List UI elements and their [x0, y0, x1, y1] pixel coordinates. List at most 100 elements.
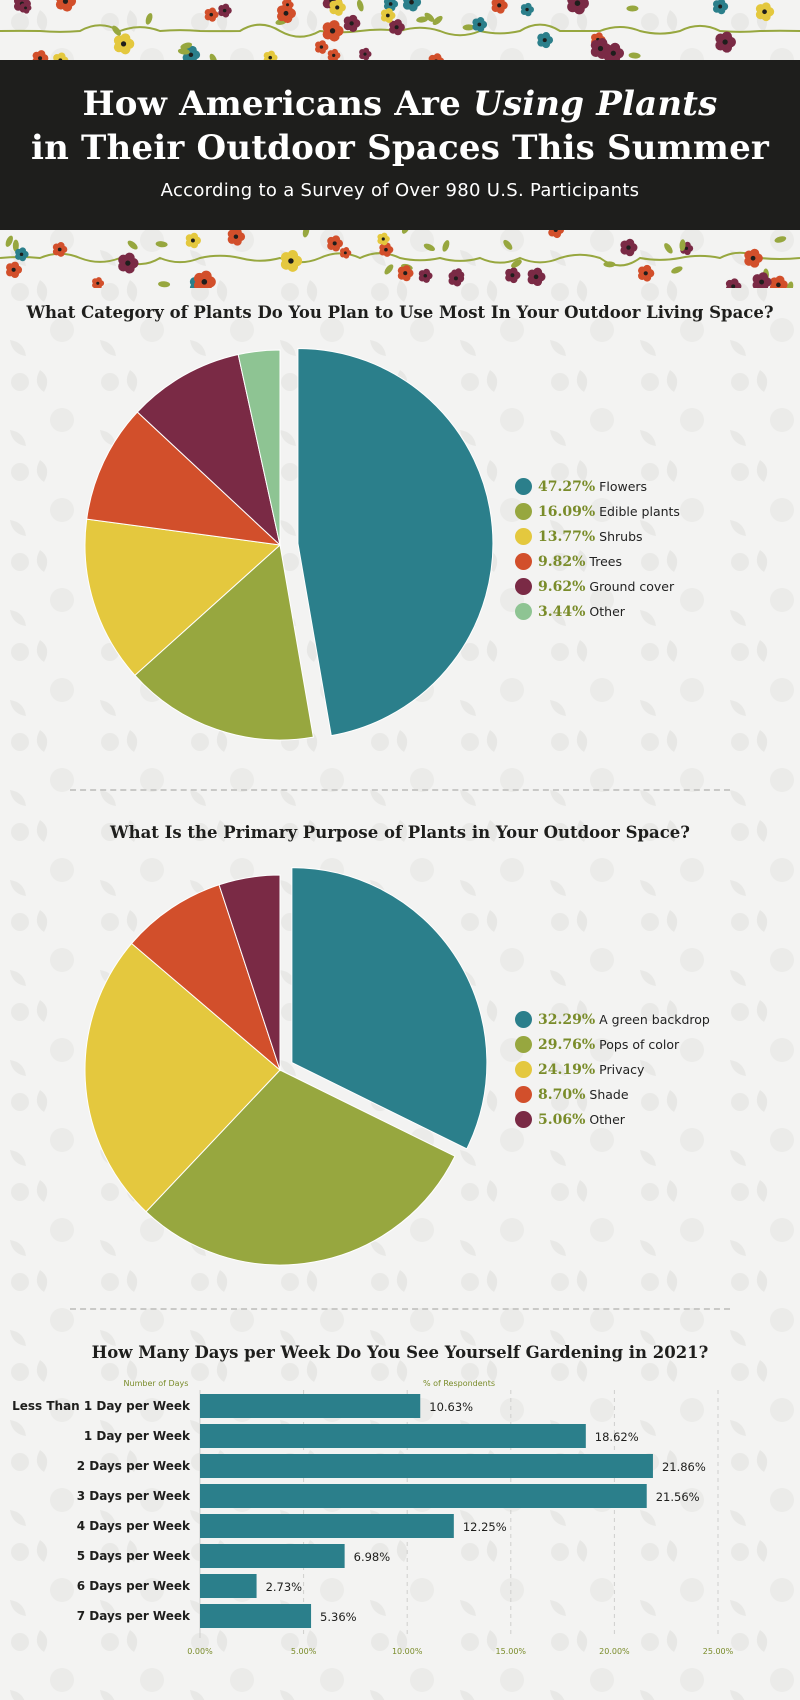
legend-item-shade: 8.70% Shade [515, 1082, 710, 1107]
legend-swatch [515, 1036, 532, 1053]
legend-item-other: 5.06% Other [515, 1107, 710, 1132]
bar [200, 1604, 312, 1628]
section-divider-2 [70, 1308, 730, 1310]
legend-item-pops-of-color: 29.76% Pops of color [515, 1032, 710, 1057]
legend-swatch [515, 503, 532, 520]
legend-label: Shade [589, 1087, 629, 1102]
pie-slice-a-green-backdrop [291, 867, 488, 1150]
pie-slice-shrubs [84, 518, 282, 677]
legend-item-ground-cover: 9.62% Ground cover [515, 574, 680, 599]
bar-x-axis-label: % of Respondents [423, 1379, 495, 1388]
legend-percent: 29.76% [538, 1036, 596, 1053]
legend-label: Other [589, 604, 625, 619]
legend-label: Flowers [599, 479, 648, 494]
pie-slice-pops-of-color [145, 1069, 456, 1266]
legend-swatch [515, 603, 532, 620]
legend-label: Edible plants [599, 504, 680, 519]
bar-category-label: 3 Days per Week [77, 1489, 191, 1503]
header-banner: How Americans Are Using Plants in Their … [0, 60, 800, 230]
pie-slice-other [218, 874, 281, 1071]
legend-item-edible-plants: 16.09% Edible plants [515, 499, 680, 524]
bar [200, 1574, 257, 1598]
legend-percent: 8.70% [538, 1086, 586, 1103]
bar-value-label: 12.25% [463, 1520, 507, 1534]
title-line1-emphasis: Using Plants [473, 84, 718, 124]
legend-percent: 47.27% [538, 478, 596, 495]
bar-value-label: 18.62% [595, 1430, 639, 1444]
legend-swatch [515, 528, 532, 545]
bar [200, 1544, 345, 1568]
pie-slice-edible-plants [134, 544, 314, 741]
legend-item-privacy: 24.19% Privacy [515, 1057, 710, 1082]
bar [200, 1424, 586, 1448]
bar [200, 1514, 454, 1538]
legend-label: Privacy [599, 1062, 645, 1077]
legend-percent: 9.82% [538, 553, 586, 570]
pie-slice-ground-cover [136, 353, 281, 547]
pie-slice-trees [86, 411, 282, 546]
bar-value-label: 2.73% [266, 1580, 303, 1594]
bar-category-label: 1 Day per Week [84, 1429, 191, 1443]
legend-label: Ground cover [589, 579, 675, 594]
pie2-title: What Is the Primary Purpose of Plants in… [110, 823, 690, 842]
legend-item-trees: 9.82% Trees [515, 549, 680, 574]
bar-value-label: 21.86% [662, 1460, 706, 1474]
x-tick-label: 15.00% [496, 1647, 527, 1656]
pie1-legend: 47.27% Flowers 16.09% Edible plants 13.77% Sh… [515, 474, 680, 624]
legend-item-flowers: 47.27% Flowers [515, 474, 680, 499]
legend-percent: 13.77% [538, 528, 596, 545]
bar-value-label: 5.36% [320, 1610, 357, 1624]
title-line1-start: How Americans Are [82, 84, 473, 124]
legend-label: Trees [589, 554, 622, 569]
bar-value-label: 6.98% [354, 1550, 391, 1564]
bar [200, 1484, 647, 1508]
pie-chart-plant-category [84, 347, 494, 741]
pie-slice-flowers [297, 347, 494, 737]
title-line2: in Their Outdoor Spaces This Summer [30, 128, 770, 168]
legend-swatch [515, 1061, 532, 1078]
legend-item-a-green-backdrop: 32.29% A green backdrop [515, 1007, 710, 1032]
legend-percent: 5.06% [538, 1111, 586, 1128]
bar-value-label: 10.63% [429, 1400, 473, 1414]
legend-percent: 24.19% [538, 1061, 596, 1078]
legend-swatch [515, 478, 532, 495]
bar-chart-title: How Many Days per Week Do You See Yourse… [91, 1343, 709, 1362]
legend-percent: 9.62% [538, 578, 586, 595]
legend-swatch [515, 578, 532, 595]
x-tick-label: 25.00% [703, 1647, 734, 1656]
bar-category-label: Less Than 1 Day per Week [12, 1399, 191, 1413]
pie1-title: What Category of Plants Do You Plan to U… [26, 303, 774, 322]
legend-label: Other [589, 1112, 625, 1127]
legend-percent: 3.44% [538, 603, 586, 620]
legend-swatch [515, 1011, 532, 1028]
legend-swatch [515, 553, 532, 570]
legend-percent: 16.09% [538, 503, 596, 520]
pie-slice-other [237, 349, 281, 546]
bar-y-axis-label: Number of Days [124, 1379, 189, 1388]
pie-chart-plant-purpose [84, 867, 488, 1266]
legend-item-shrubs: 13.77% Shrubs [515, 524, 680, 549]
page-subtitle: According to a Survey of Over 980 U.S. P… [160, 180, 640, 201]
x-tick-label: 20.00% [599, 1647, 630, 1656]
bar-value-label: 21.56% [656, 1490, 700, 1504]
x-tick-label: 5.00% [291, 1647, 317, 1656]
flower-border-top [0, 0, 800, 62]
pie2-legend: 32.29% A green backdrop 29.76% Pops of colo… [515, 1007, 710, 1132]
legend-label: Pops of color [599, 1037, 680, 1052]
pie-slice-shade [130, 884, 282, 1072]
bar-category-label: 7 Days per Week [77, 1609, 191, 1623]
bar-category-label: 5 Days per Week [77, 1549, 191, 1563]
section-divider-1 [70, 789, 730, 791]
bar-category-label: 2 Days per Week [77, 1459, 191, 1473]
pie-slice-privacy [84, 942, 281, 1213]
bar [200, 1454, 653, 1478]
bar [200, 1394, 421, 1418]
x-tick-label: 10.00% [392, 1647, 423, 1656]
x-tick-label: 0.00% [187, 1647, 213, 1656]
flower-border-bottom [0, 228, 800, 288]
bar-category-label: 4 Days per Week [77, 1519, 191, 1533]
bar-category-label: 6 Days per Week [77, 1579, 191, 1593]
page-title: How Americans Are Using Plants in Their … [0, 82, 800, 170]
legend-swatch [515, 1086, 532, 1103]
legend-label: Shrubs [599, 529, 643, 544]
